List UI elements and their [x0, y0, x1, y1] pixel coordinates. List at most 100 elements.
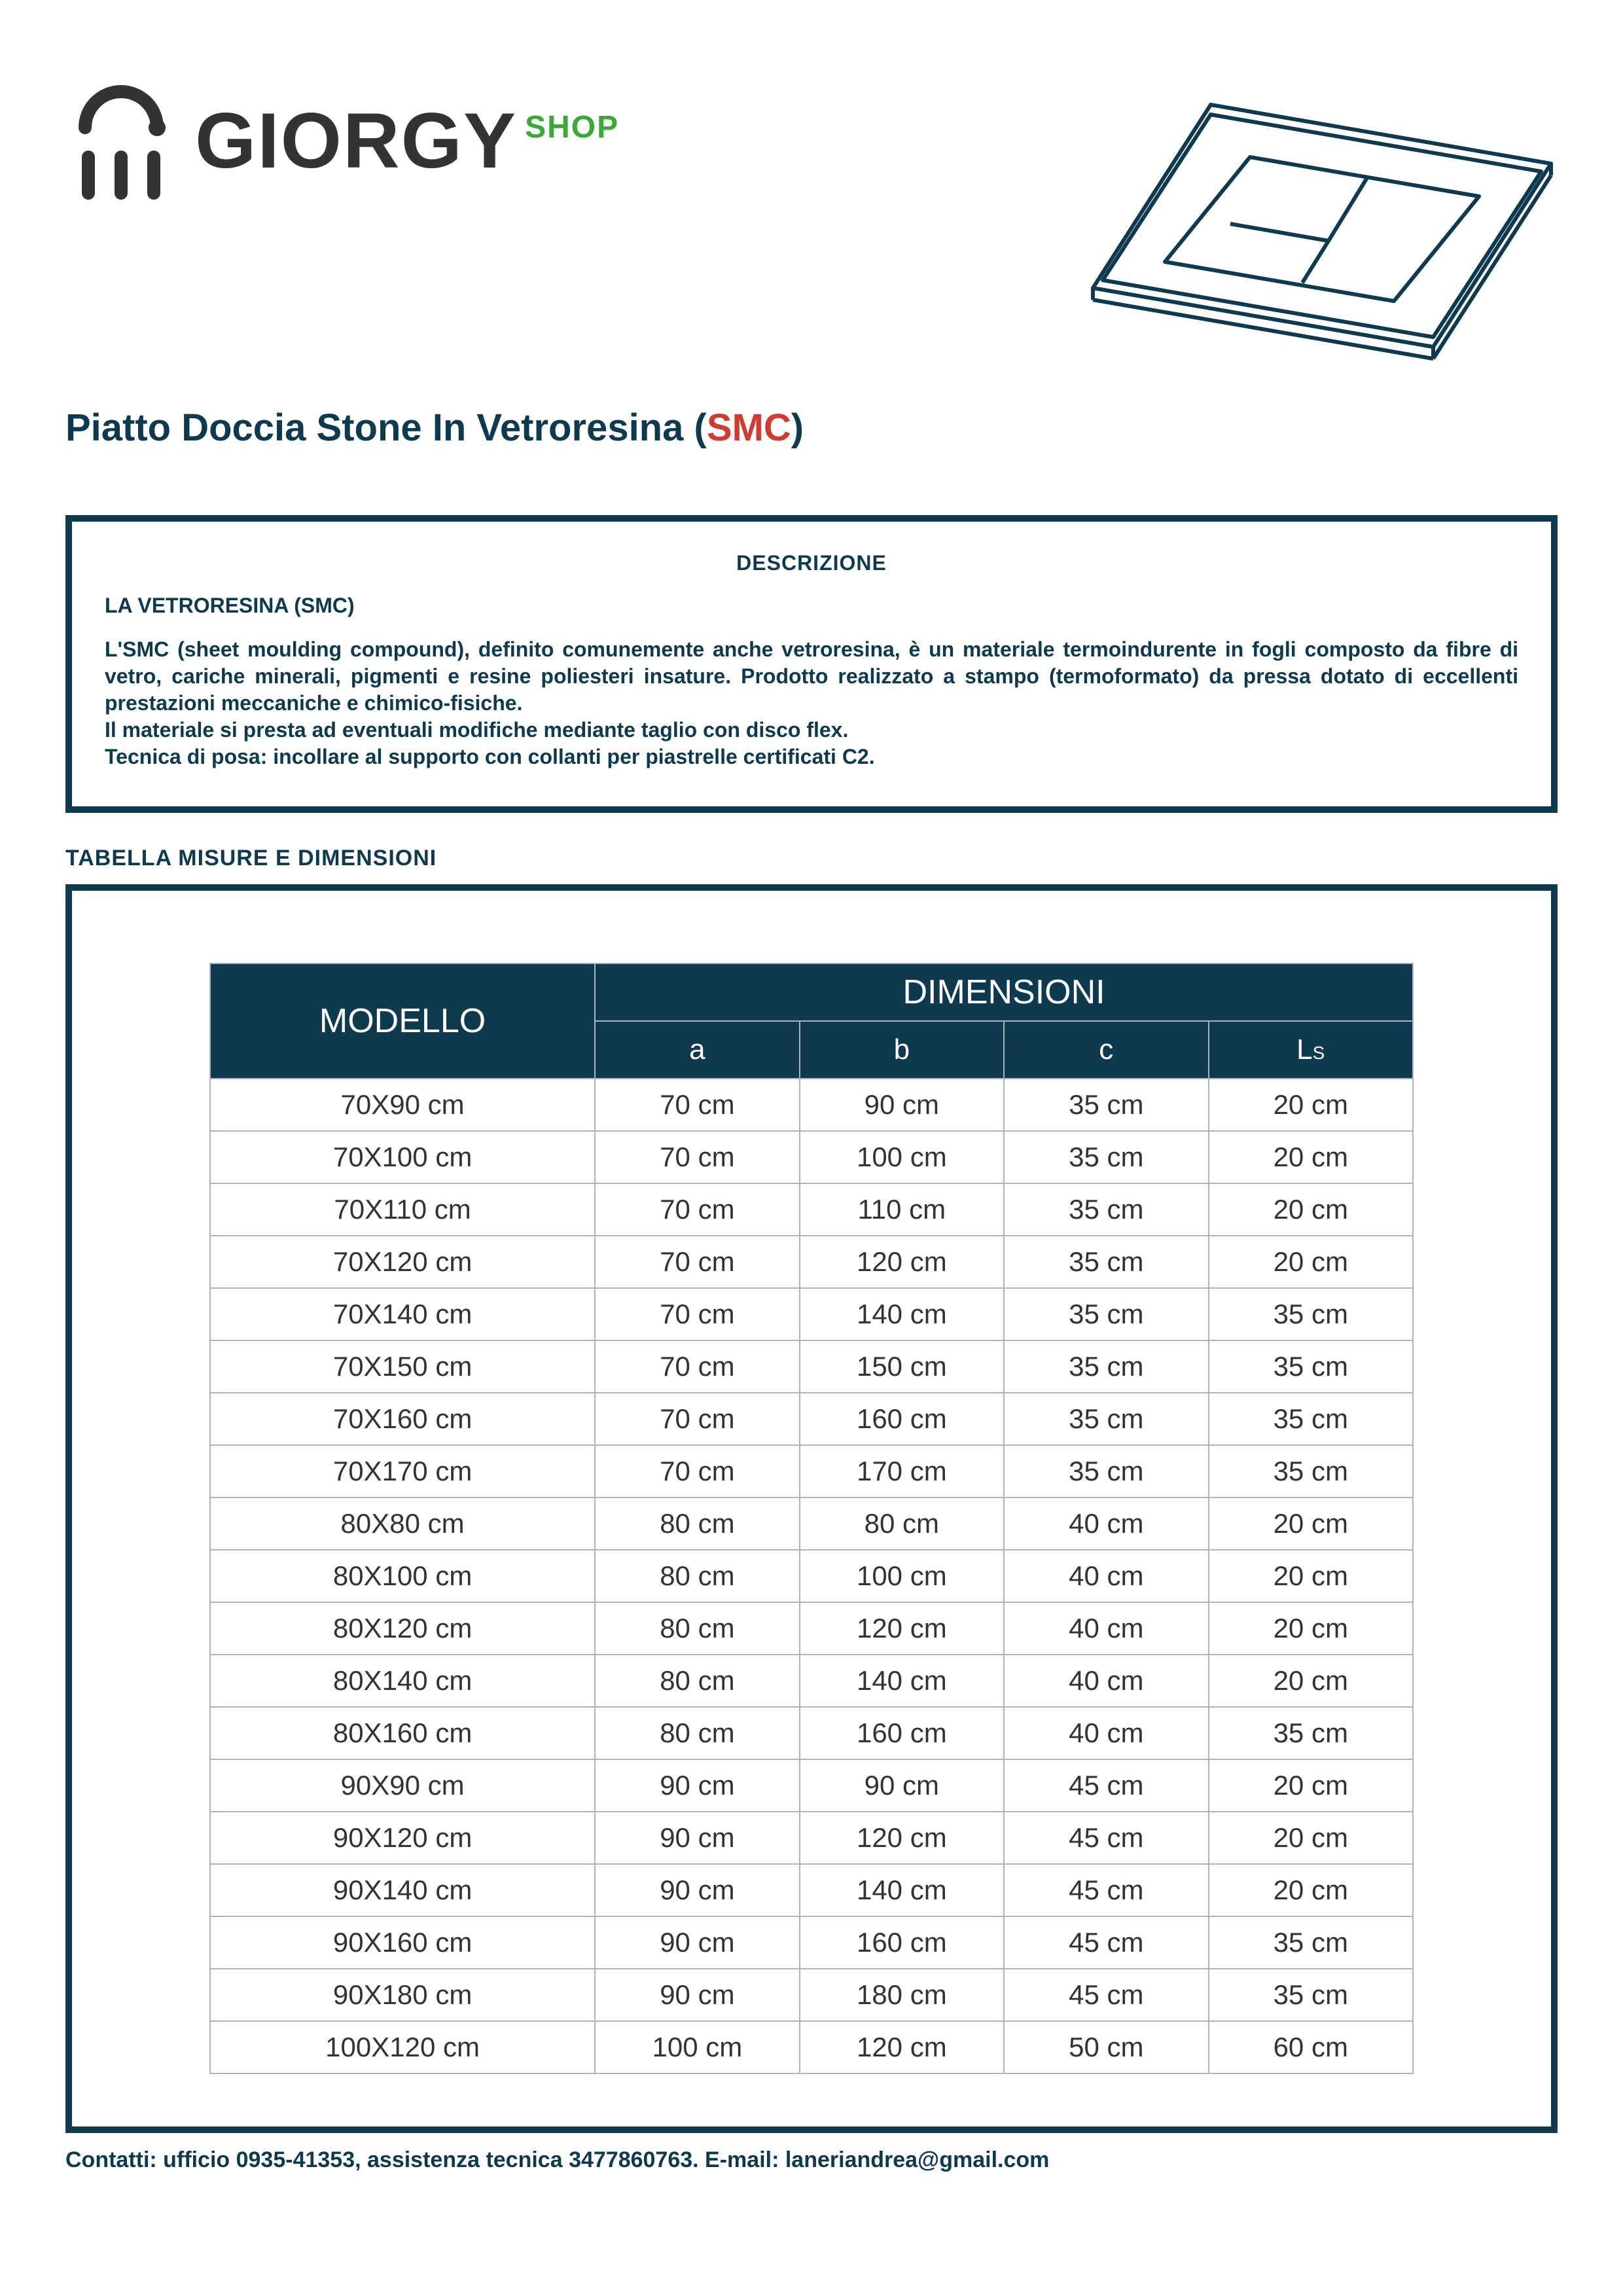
- table-cell: 50 cm: [1004, 2021, 1208, 2073]
- table-row: 70X160 cm70 cm160 cm35 cm35 cm: [210, 1393, 1413, 1445]
- table-cell: 80X140 cm: [210, 1655, 595, 1707]
- table-cell: 80 cm: [595, 1498, 799, 1550]
- table-cell: 100 cm: [595, 2021, 799, 2073]
- table-cell: 45 cm: [1004, 1759, 1208, 1812]
- table-cell: 160 cm: [800, 1916, 1004, 1969]
- title-smc: SMC: [707, 406, 791, 449]
- table-cell: 120 cm: [800, 2021, 1004, 2073]
- table-cell: 20 cm: [1209, 1759, 1413, 1812]
- table-row: 100X120 cm100 cm120 cm50 cm60 cm: [210, 2021, 1413, 2073]
- table-cell: 70X160 cm: [210, 1393, 595, 1445]
- th-a: a: [595, 1021, 799, 1079]
- table-cell: 70 cm: [595, 1445, 799, 1498]
- th-c: c: [1004, 1021, 1208, 1079]
- footer-contacts: Contatti: ufficio 0935-41353, assistenza…: [65, 2147, 1558, 2173]
- table-cell: 35 cm: [1004, 1393, 1208, 1445]
- table-cell: 90 cm: [595, 1864, 799, 1916]
- table-cell: 35 cm: [1209, 1340, 1413, 1393]
- title-post: ): [791, 406, 804, 449]
- logo-icon: [65, 79, 177, 203]
- th-b: b: [800, 1021, 1004, 1079]
- description-subheading: LA VETRORESINA (SMC): [105, 594, 1518, 618]
- logo: GIORGY SHOP: [65, 79, 619, 203]
- table-cell: 20 cm: [1209, 1079, 1413, 1131]
- table-cell: 140 cm: [800, 1288, 1004, 1340]
- table-row: 70X140 cm70 cm140 cm35 cm35 cm: [210, 1288, 1413, 1340]
- table-cell: 120 cm: [800, 1236, 1004, 1288]
- table-row: 70X100 cm70 cm100 cm35 cm20 cm: [210, 1131, 1413, 1183]
- table-cell: 40 cm: [1004, 1655, 1208, 1707]
- th-model: MODELLO: [210, 963, 595, 1079]
- description-heading: DESCRIZIONE: [105, 551, 1518, 575]
- th-ls: LS: [1209, 1021, 1413, 1079]
- table-cell: 170 cm: [800, 1445, 1004, 1498]
- table-cell: 140 cm: [800, 1655, 1004, 1707]
- table-cell: 120 cm: [800, 1602, 1004, 1655]
- table-cell: 80 cm: [800, 1498, 1004, 1550]
- table-cell: 90 cm: [800, 1759, 1004, 1812]
- table-cell: 70 cm: [595, 1236, 799, 1288]
- table-label: TABELLA MISURE E DIMENSIONI: [65, 846, 1558, 871]
- table-cell: 80 cm: [595, 1655, 799, 1707]
- table-row: 70X150 cm70 cm150 cm35 cm35 cm: [210, 1340, 1413, 1393]
- table-row: 80X100 cm80 cm100 cm40 cm20 cm: [210, 1550, 1413, 1602]
- page-title: Piatto Doccia Stone In Vetroresina (SMC): [65, 406, 1558, 450]
- table-cell: 40 cm: [1004, 1550, 1208, 1602]
- table-cell: 90 cm: [595, 1969, 799, 2021]
- table-cell: 70X140 cm: [210, 1288, 595, 1340]
- table-cell: 20 cm: [1209, 1655, 1413, 1707]
- table-row: 80X120 cm80 cm120 cm40 cm20 cm: [210, 1602, 1413, 1655]
- table-cell: 70X110 cm: [210, 1183, 595, 1236]
- table-cell: 35 cm: [1209, 1288, 1413, 1340]
- description-box: DESCRIZIONE LA VETRORESINA (SMC) L'SMC (…: [65, 515, 1558, 813]
- table-row: 90X90 cm90 cm90 cm45 cm20 cm: [210, 1759, 1413, 1812]
- table-cell: 35 cm: [1209, 1707, 1413, 1759]
- table-cell: 20 cm: [1209, 1183, 1413, 1236]
- table-row: 70X110 cm70 cm110 cm35 cm20 cm: [210, 1183, 1413, 1236]
- table-cell: 20 cm: [1209, 1602, 1413, 1655]
- tray-illustration-icon: [1086, 79, 1558, 367]
- table-cell: 160 cm: [800, 1393, 1004, 1445]
- table-cell: 70 cm: [595, 1288, 799, 1340]
- table-cell: 70X100 cm: [210, 1131, 595, 1183]
- table-row: 70X90 cm70 cm90 cm35 cm20 cm: [210, 1079, 1413, 1131]
- table-cell: 70 cm: [595, 1131, 799, 1183]
- table-cell: 45 cm: [1004, 1864, 1208, 1916]
- table-cell: 35 cm: [1209, 1393, 1413, 1445]
- table-cell: 80X160 cm: [210, 1707, 595, 1759]
- table-cell: 35 cm: [1004, 1288, 1208, 1340]
- table-cell: 140 cm: [800, 1864, 1004, 1916]
- th-dimensions: DIMENSIONI: [595, 963, 1413, 1021]
- table-cell: 20 cm: [1209, 1812, 1413, 1864]
- table-cell: 20 cm: [1209, 1236, 1413, 1288]
- table-cell: 70 cm: [595, 1183, 799, 1236]
- header: GIORGY SHOP: [65, 79, 1558, 367]
- table-cell: 180 cm: [800, 1969, 1004, 2021]
- table-cell: 80X100 cm: [210, 1550, 595, 1602]
- table-cell: 70X150 cm: [210, 1340, 595, 1393]
- table-container: MODELLO DIMENSIONI a b c LS 70X90 cm70 c…: [65, 884, 1558, 2133]
- table-cell: 35 cm: [1004, 1236, 1208, 1288]
- table-cell: 40 cm: [1004, 1707, 1208, 1759]
- table-cell: 70 cm: [595, 1079, 799, 1131]
- table-row: 90X120 cm90 cm120 cm45 cm20 cm: [210, 1812, 1413, 1864]
- table-cell: 110 cm: [800, 1183, 1004, 1236]
- table-cell: 20 cm: [1209, 1864, 1413, 1916]
- table-cell: 90 cm: [595, 1759, 799, 1812]
- table-cell: 120 cm: [800, 1812, 1004, 1864]
- table-cell: 90 cm: [595, 1812, 799, 1864]
- table-cell: 90X180 cm: [210, 1969, 595, 2021]
- table-cell: 150 cm: [800, 1340, 1004, 1393]
- table-cell: 100 cm: [800, 1550, 1004, 1602]
- table-cell: 90X160 cm: [210, 1916, 595, 1969]
- table-cell: 20 cm: [1209, 1498, 1413, 1550]
- table-cell: 80 cm: [595, 1602, 799, 1655]
- table-cell: 35 cm: [1004, 1079, 1208, 1131]
- dimensions-table: MODELLO DIMENSIONI a b c LS 70X90 cm70 c…: [209, 963, 1414, 2074]
- table-cell: 70X90 cm: [210, 1079, 595, 1131]
- description-body: L'SMC (sheet moulding compound), definit…: [105, 636, 1518, 770]
- table-cell: 100X120 cm: [210, 2021, 595, 2073]
- table-row: 80X140 cm80 cm140 cm40 cm20 cm: [210, 1655, 1413, 1707]
- table-row: 80X80 cm80 cm80 cm40 cm20 cm: [210, 1498, 1413, 1550]
- table-cell: 80 cm: [595, 1550, 799, 1602]
